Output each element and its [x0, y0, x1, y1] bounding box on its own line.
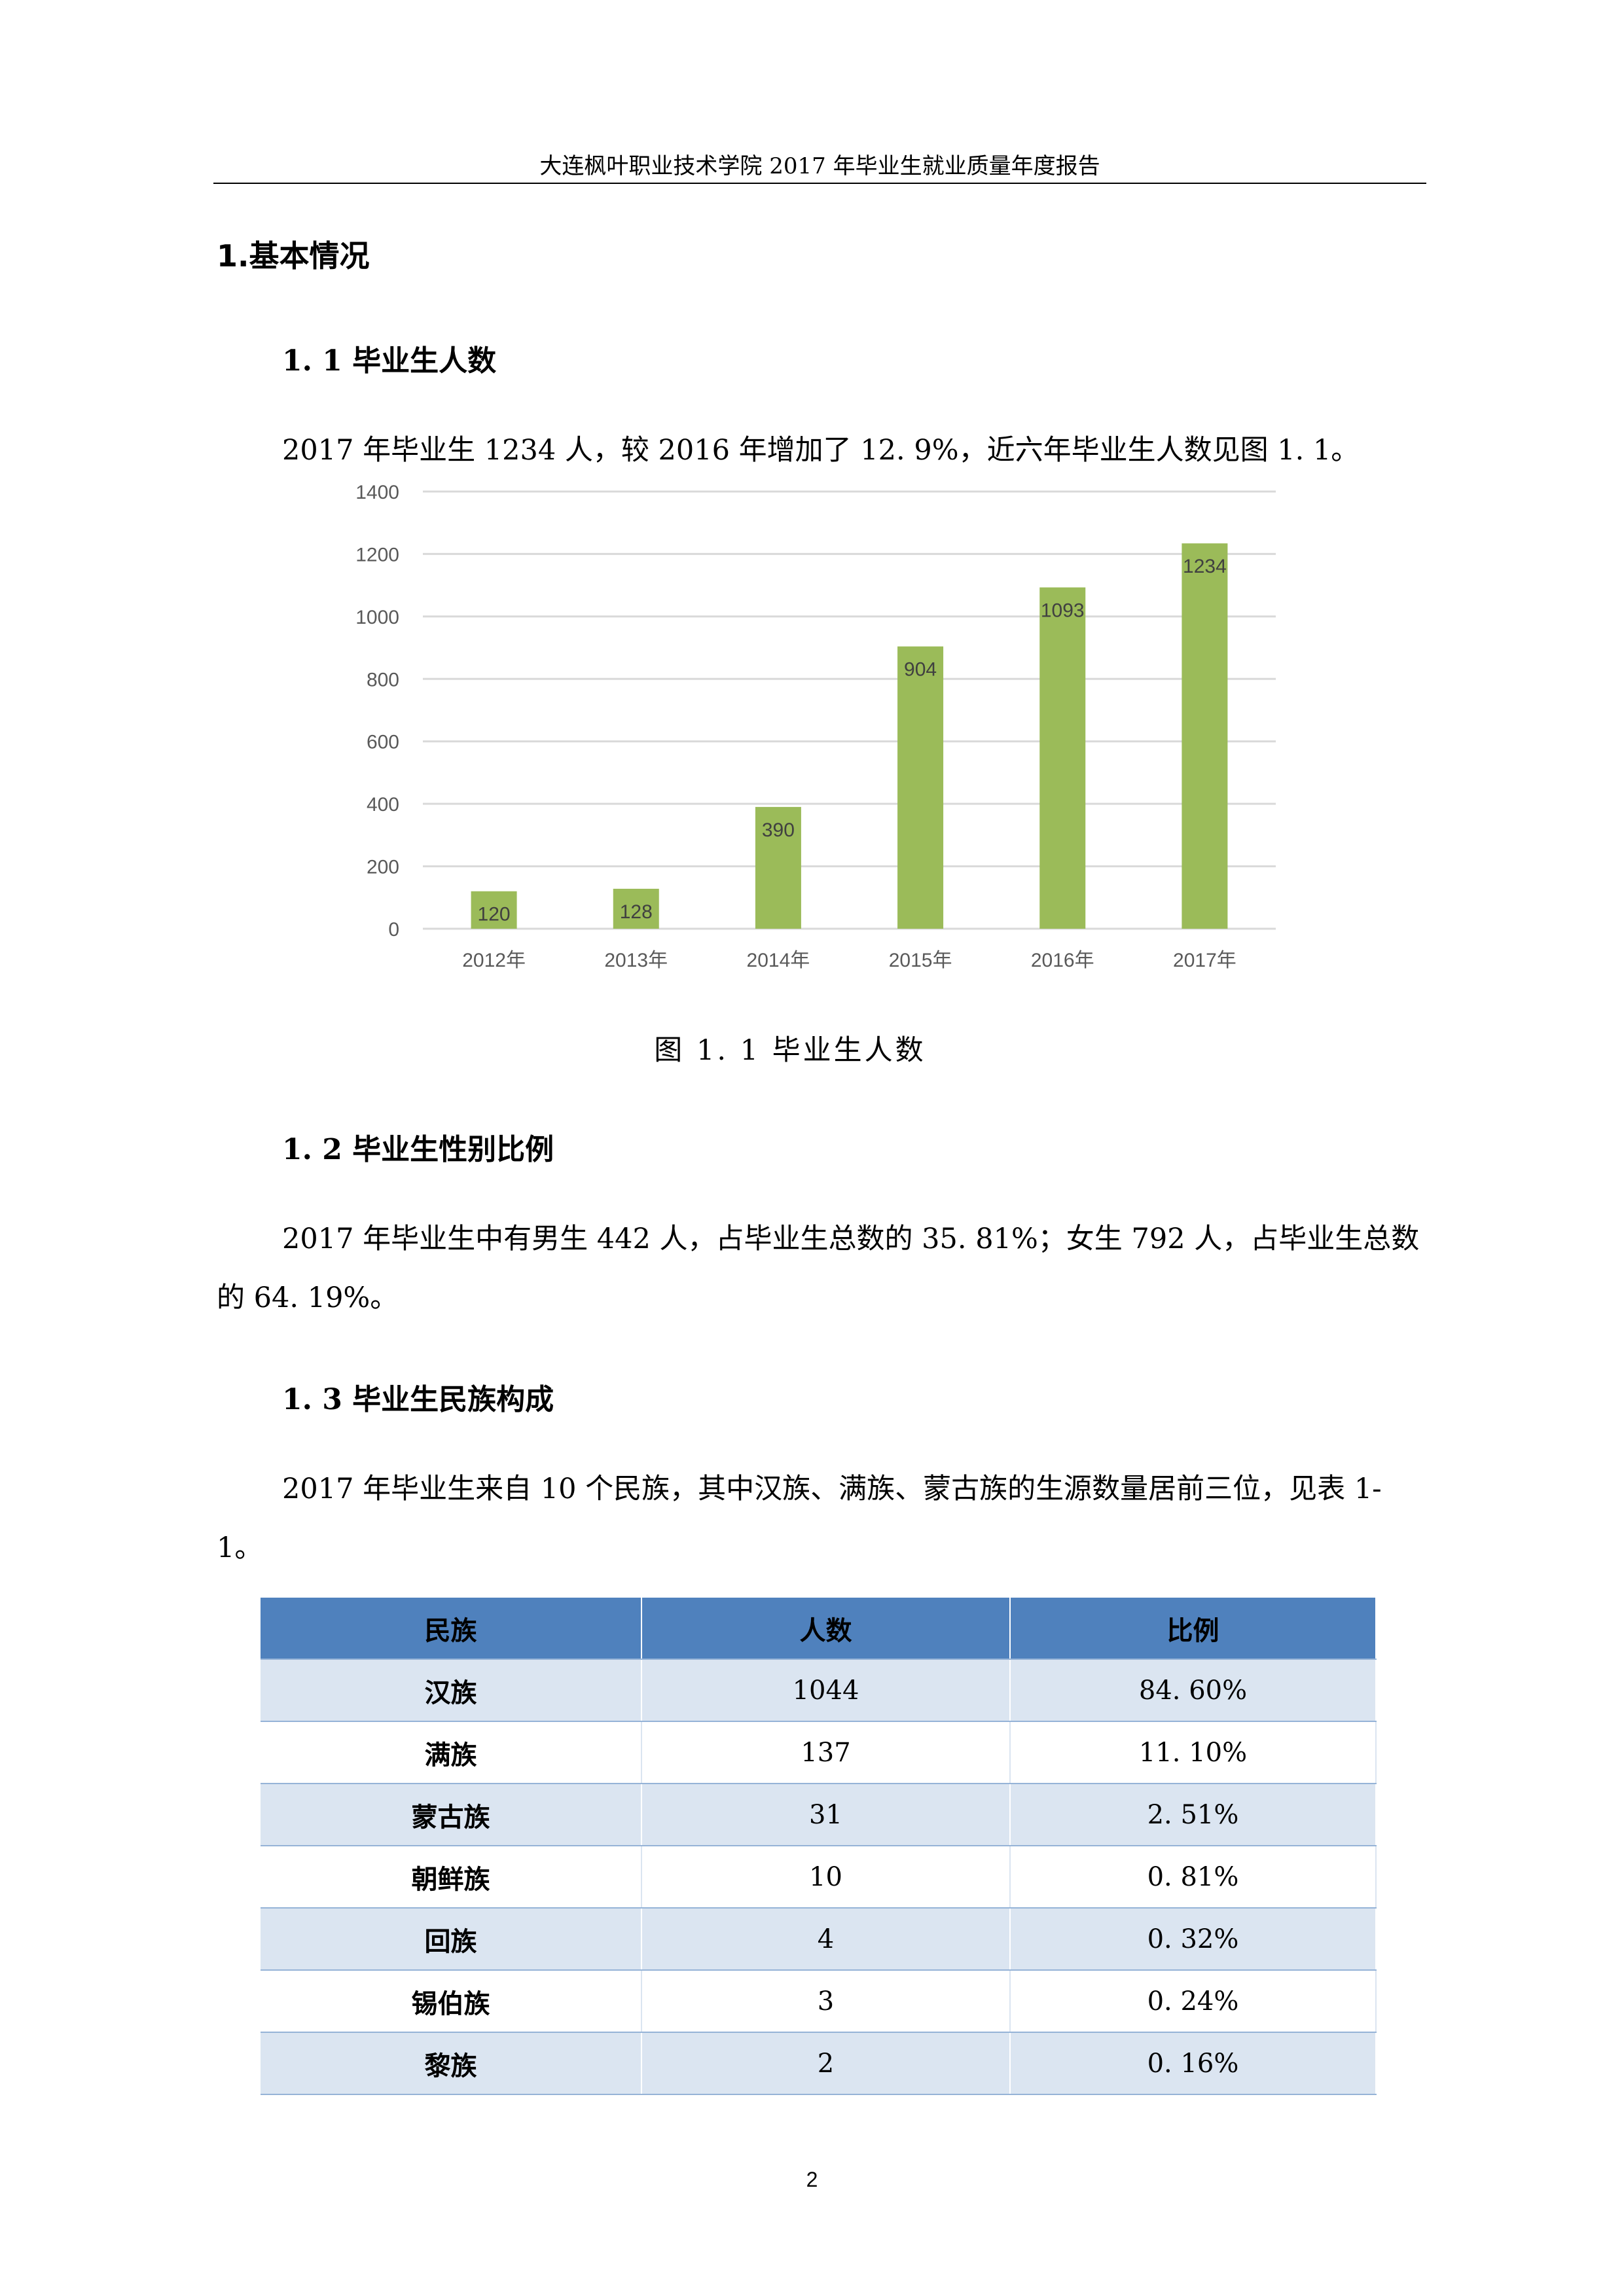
column-header: 人数: [641, 1598, 1011, 1660]
column-header: 比例: [1010, 1598, 1377, 1660]
ethnicity-cell: 蒙古族: [261, 1784, 642, 1846]
y-tick-label: 1400: [355, 482, 399, 503]
page-number: 2: [806, 2168, 818, 2191]
x-tick-label: 2013年: [604, 950, 668, 971]
count-cell: 137: [641, 1721, 1011, 1784]
table-row: 朝鲜族 10 0. 81%: [261, 1846, 1377, 1909]
y-tick-label: 0: [388, 919, 399, 941]
section-heading: 1.基本情况: [217, 238, 370, 274]
count-cell: 1044: [641, 1659, 1011, 1722]
data-label: 1234: [1183, 556, 1227, 577]
table-header-row: 民族 人数 比例: [261, 1598, 1377, 1660]
ethnicity-table: 民族 人数 比例 汉族 1044 84. 60% 满族 137 11. 10% 蒙古族 31 2…: [261, 1598, 1377, 2095]
table-row: 汉族 1044 84. 60%: [261, 1659, 1377, 1722]
bar: [897, 646, 944, 929]
count-cell: 31: [641, 1784, 1011, 1846]
ratio-cell: 0. 81%: [1010, 1846, 1377, 1909]
table-row: 满族 137 11. 10%: [261, 1721, 1377, 1784]
subsection-heading-1-2: 1. 2 毕业生性别比例: [282, 1133, 554, 1166]
data-label: 120: [478, 904, 511, 925]
header-divider: [213, 183, 1426, 184]
ratio-cell: 2. 51%: [1010, 1784, 1377, 1846]
subsection-heading-1-3: 1. 3 毕业生民族构成: [282, 1383, 554, 1416]
count-cell: 4: [641, 1908, 1011, 1971]
y-tick-label: 600: [367, 732, 399, 753]
ethnicity-cell: 汉族: [261, 1659, 642, 1722]
y-tick-label: 1200: [355, 544, 399, 565]
table-row: 蒙古族 31 2. 51%: [261, 1784, 1377, 1846]
bar-chart: 0 200 400 600 800 1000 1200 1400 120 2012年 128 2013…: [355, 482, 1276, 971]
ratio-cell: 0. 24%: [1010, 1970, 1377, 2033]
paragraph-ethnicity: 2017 年毕业生来自 10 个民族，其中汉族、满族、蒙古族的生源数量居前三位，…: [217, 1473, 1382, 1564]
data-label: 128: [620, 901, 653, 923]
y-tick-label: 800: [367, 669, 399, 691]
table-row: 锡伯族 3 0. 24%: [261, 1970, 1377, 2033]
y-tick-label: 200: [367, 857, 399, 878]
y-tick-label: 1000: [355, 607, 399, 628]
ratio-cell: 0. 32%: [1010, 1908, 1377, 1971]
count-cell: 3: [641, 1970, 1011, 2033]
table-row: 黎族 2 0. 16%: [261, 2032, 1377, 2095]
bar: [1182, 543, 1228, 929]
ethnicity-cell: 满族: [261, 1721, 642, 1784]
ethnicity-cell: 朝鲜族: [261, 1846, 642, 1909]
ethnicity-cell: 锡伯族: [261, 1970, 642, 2033]
bar: [471, 891, 517, 929]
y-tick-label: 400: [367, 794, 399, 816]
column-header: 民族: [261, 1598, 642, 1660]
data-label: 1093: [1041, 600, 1085, 621]
count-cell: 10: [641, 1846, 1011, 1909]
x-tick-label: 2016年: [1031, 950, 1094, 971]
ratio-cell: 0. 16%: [1010, 2032, 1377, 2095]
ethnicity-cell: 回族: [261, 1908, 642, 1971]
ethnicity-cell: 黎族: [261, 2032, 642, 2095]
x-tick-label: 2015年: [889, 950, 952, 971]
x-tick-label: 2012年: [462, 950, 526, 971]
table-row: 回族 4 0. 32%: [261, 1908, 1377, 1971]
x-tick-label: 2017年: [1173, 950, 1236, 971]
bar: [1039, 587, 1086, 929]
figure-caption: 图 1. 1 毕业生人数: [654, 1034, 926, 1067]
bar: [755, 806, 801, 929]
paragraph-gender: 2017 年毕业生中有男生 442 人，占毕业生总数的 35. 81%；女生 7…: [217, 1223, 1420, 1314]
x-tick-label: 2014年: [747, 950, 810, 971]
running-header: 大连枫叶职业技术学院 2017 年毕业生就业质量年度报告: [539, 153, 1100, 179]
bar: [613, 888, 659, 929]
data-label: 904: [904, 659, 937, 681]
ratio-cell: 11. 10%: [1010, 1721, 1377, 1784]
paragraph-graduates: 2017 年毕业生 1234 人，较 2016 年增加了 12. 9%，近六年毕…: [282, 434, 1360, 467]
subsection-heading-1-1: 1. 1 毕业生人数: [282, 344, 497, 378]
ratio-cell: 84. 60%: [1010, 1659, 1377, 1722]
data-label: 390: [762, 819, 795, 841]
count-cell: 2: [641, 2032, 1011, 2095]
